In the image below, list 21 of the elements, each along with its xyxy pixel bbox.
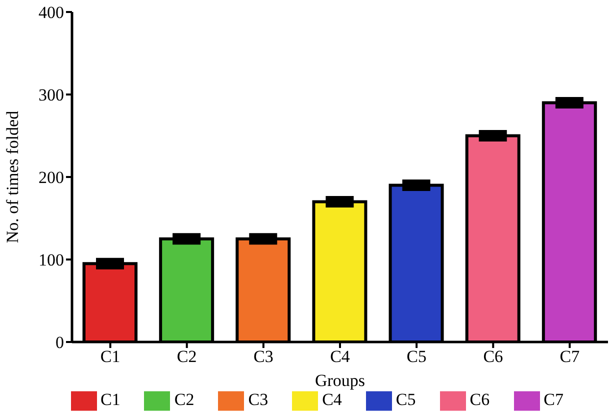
legend-label: C5 <box>396 390 416 409</box>
legend-label: C6 <box>470 390 490 409</box>
legend-label: C4 <box>322 390 342 409</box>
x-tick-label: C1 <box>100 347 120 366</box>
y-axis-title: No. of times folded <box>3 110 22 244</box>
x-tick-label: C2 <box>176 347 197 366</box>
y-tick-label: 100 <box>38 250 64 270</box>
x-tick-label: C5 <box>406 347 426 366</box>
y-tick-label: 0 <box>56 333 64 352</box>
x-tick-label: C6 <box>483 347 504 366</box>
legend-label: C7 <box>544 390 564 409</box>
y-tick-label: 400 <box>38 3 64 22</box>
x-axis-title: Groups <box>314 371 366 390</box>
y-tick-label: 200 <box>38 168 64 188</box>
x-tick-label: C7 <box>560 347 580 366</box>
x-tick-label: C3 <box>254 347 274 366</box>
legend-label: C3 <box>248 390 268 409</box>
y-tick-label: 300 <box>38 86 64 105</box>
legend-label: C1 <box>100 390 120 409</box>
x-tick-label: C4 <box>330 347 350 366</box>
legend-label: C2 <box>174 390 194 409</box>
